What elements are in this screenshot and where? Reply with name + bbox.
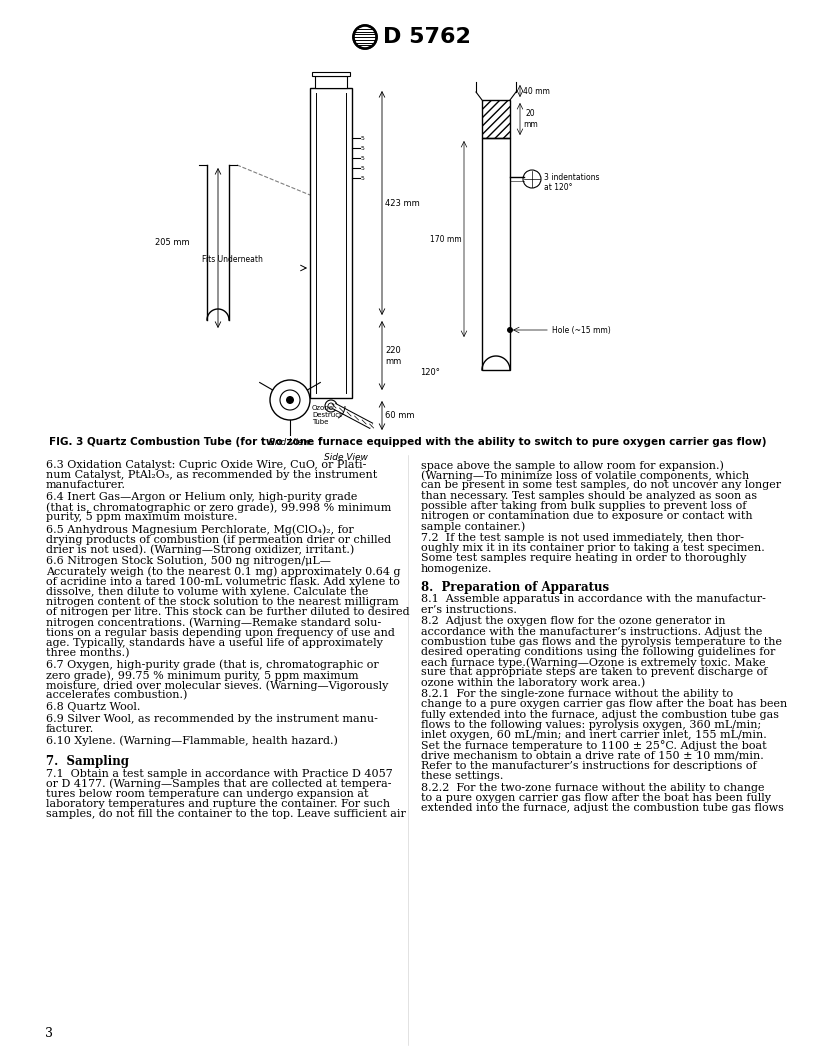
Text: 7.  Sampling: 7. Sampling [46,755,129,769]
Text: 8.2.2  For the two-zone furnace without the ability to change: 8.2.2 For the two-zone furnace without t… [421,782,765,792]
Text: desired operating conditions using the following guidelines for: desired operating conditions using the f… [421,647,775,657]
Text: (Warning—To minimize loss of volatile components, which: (Warning—To minimize loss of volatile co… [421,470,749,480]
Text: Side View: Side View [324,453,368,463]
Text: 6.3 Oxidation Catalyst: Cupric Oxide Wire, CuO, or Plati-: 6.3 Oxidation Catalyst: Cupric Oxide Wir… [46,460,366,470]
Bar [482,100,510,138]
Text: 6.5 Anhydrous Magnesium Perchlorate, Mg(ClO₄)₂, for: 6.5 Anhydrous Magnesium Perchlorate, Mg(… [46,524,354,534]
Text: 220
mm: 220 mm [385,346,401,365]
Text: to a pure oxygen carrier gas flow after the boat has been fully: to a pure oxygen carrier gas flow after … [421,793,771,803]
Text: than necessary. Test samples should be analyzed as soon as: than necessary. Test samples should be a… [421,491,757,501]
Text: samples, do not fill the container to the top. Leave sufficient air: samples, do not fill the container to th… [46,809,406,819]
Text: 8.2  Adjust the oxygen flow for the ozone generator in: 8.2 Adjust the oxygen flow for the ozone… [421,617,725,626]
Text: age. Typically, standards have a useful life of approximately: age. Typically, standards have a useful … [46,638,383,648]
Text: Refer to the manufacturer’s instructions for descriptions of: Refer to the manufacturer’s instructions… [421,760,756,771]
Text: Accurately weigh (to the nearest 0.1 mg) approximately 0.64 g: Accurately weigh (to the nearest 0.1 mg)… [46,566,401,577]
Text: drive mechanism to obtain a drive rate of 150 ± 10 mm/min.: drive mechanism to obtain a drive rate o… [421,751,764,760]
Text: tures below room temperature can undergo expansion at: tures below room temperature can undergo… [46,789,369,799]
Circle shape [356,27,375,46]
Text: 120°: 120° [420,367,440,377]
Text: laboratory temperatures and rupture the container. For such: laboratory temperatures and rupture the … [46,799,390,809]
Text: zero grade), 99.75 % minimum purity, 5 ppm maximum: zero grade), 99.75 % minimum purity, 5 p… [46,670,358,680]
Bar [315,76,347,88]
Text: D 5762: D 5762 [383,27,471,48]
Text: of nitrogen per litre. This stock can be further diluted to desired: of nitrogen per litre. This stock can be… [46,607,410,618]
Text: 5: 5 [361,175,365,181]
Text: 6.7 Oxygen, high-purity grade (that is, chromatographic or: 6.7 Oxygen, high-purity grade (that is, … [46,660,379,671]
Text: 5: 5 [361,166,365,170]
Text: 60 mm: 60 mm [385,411,415,419]
Text: 20
mm: 20 mm [523,110,538,129]
Text: 5: 5 [361,155,365,161]
Text: 8.2.1  For the single-zone furnace without the ability to: 8.2.1 For the single-zone furnace withou… [421,690,733,699]
Text: possible after taking from bulk supplies to prevent loss of: possible after taking from bulk supplies… [421,501,747,511]
Text: sample container.): sample container.) [421,522,526,532]
Text: 205 mm: 205 mm [155,238,190,247]
Text: nitrogen content of the stock solution to the nearest milligram: nitrogen content of the stock solution t… [46,597,399,607]
Text: these settings.: these settings. [421,771,503,780]
Text: 7.1  Obtain a test sample in accordance with Practice D 4057: 7.1 Obtain a test sample in accordance w… [46,769,392,778]
Text: facturer.: facturer. [46,724,95,734]
Text: 5: 5 [361,146,365,151]
Text: three months.): three months.) [46,648,130,658]
Text: or D 4177. (Warning—Samples that are collected at tempera-: or D 4177. (Warning—Samples that are col… [46,779,392,790]
Circle shape [286,396,294,404]
Text: 423 mm: 423 mm [385,199,419,207]
Text: 170 mm: 170 mm [430,234,462,244]
Text: fully extended into the furnace, adjust the combustion tube gas: fully extended into the furnace, adjust … [421,710,779,719]
Text: Fits Underneath: Fits Underneath [202,254,263,264]
Bar [310,88,352,398]
Text: sure that appropriate steps are taken to prevent discharge of: sure that appropriate steps are taken to… [421,667,767,677]
Text: FIG. 3 Quartz Combustion Tube (for two zone furnace equipped with the ability to: FIG. 3 Quartz Combustion Tube (for two z… [49,437,767,447]
Text: space above the sample to allow room for expansion.): space above the sample to allow room for… [421,460,724,471]
Text: manufacturer.: manufacturer. [46,480,126,490]
Bar [312,72,350,76]
Text: homogenize.: homogenize. [421,564,492,573]
Text: extended into the furnace, adjust the combustion tube gas flows: extended into the furnace, adjust the co… [421,803,784,813]
Text: accelerates combustion.): accelerates combustion.) [46,691,188,701]
Text: (that is, chromatographic or zero grade), 99.998 % minimum: (that is, chromatographic or zero grade)… [46,503,392,513]
Text: 3: 3 [45,1027,53,1040]
Text: dissolve, then dilute to volume with xylene. Calculate the: dissolve, then dilute to volume with xyl… [46,587,368,597]
Text: 6.8 Quartz Wool.: 6.8 Quartz Wool. [46,702,140,712]
Text: er’s instructions.: er’s instructions. [421,605,517,615]
Text: nitrogen or contamination due to exposure or contact with: nitrogen or contamination due to exposur… [421,511,752,521]
Text: moisture, dried over molecular sieves. (Warning—Vigorously: moisture, dried over molecular sieves. (… [46,680,388,691]
Text: oughly mix it in its container prior to taking a test specimen.: oughly mix it in its container prior to … [421,543,765,553]
Text: Some test samples require heating in order to thoroughly: Some test samples require heating in ord… [421,553,747,563]
Text: each furnace type.(Warning—Ozone is extremely toxic. Make: each furnace type.(Warning—Ozone is extr… [421,657,765,667]
Text: End View: End View [269,438,311,447]
Text: 6.4 Inert Gas—Argon or Helium only, high-purity grade: 6.4 Inert Gas—Argon or Helium only, high… [46,492,357,502]
Text: accordance with the manufacturer’s instructions. Adjust the: accordance with the manufacturer’s instr… [421,626,762,637]
Text: Hole (~15 mm): Hole (~15 mm) [552,325,610,335]
Text: combustion tube gas flows and the pyrolysis temperature to the: combustion tube gas flows and the pyroly… [421,637,782,646]
Text: num Catalyst, PtAl₂O₃, as recommended by the instrument: num Catalyst, PtAl₂O₃, as recommended by… [46,470,377,480]
Text: purity, 5 ppm maximum moisture.: purity, 5 ppm maximum moisture. [46,512,237,523]
Text: 5: 5 [361,135,365,140]
Text: inlet oxygen, 60 mL/min; and inert carrier inlet, 155 mL/min.: inlet oxygen, 60 mL/min; and inert carri… [421,730,767,740]
Text: 6.10 Xylene. (Warning—Flammable, health hazard.): 6.10 Xylene. (Warning—Flammable, health … [46,736,338,747]
Text: drier is not used). (Warning—Strong oxidizer, irritant.): drier is not used). (Warning—Strong oxid… [46,545,354,555]
Text: 3 indentations
at 120°: 3 indentations at 120° [544,173,600,192]
Circle shape [353,25,377,49]
Text: can be present in some test samples, do not uncover any longer: can be present in some test samples, do … [421,480,781,490]
Text: nitrogen concentrations. (Warning—Remake standard solu-: nitrogen concentrations. (Warning—Remake… [46,618,381,628]
Bar [482,138,510,370]
Text: 8.  Preparation of Apparatus: 8. Preparation of Apparatus [421,581,609,595]
Text: 7.2  If the test sample is not used immediately, then thor-: 7.2 If the test sample is not used immed… [421,533,744,543]
Text: tions on a regular basis depending upon frequency of use and: tions on a regular basis depending upon … [46,627,395,638]
Circle shape [507,327,513,333]
Text: of acridine into a tared 100-mL volumetric flask. Add xylene to: of acridine into a tared 100-mL volumetr… [46,577,400,587]
Text: drying products of combustion (if permeation drier or chilled: drying products of combustion (if permea… [46,534,391,545]
Text: 40 mm: 40 mm [523,87,550,95]
Text: 6.9 Silver Wool, as recommended by the instrument manu-: 6.9 Silver Wool, as recommended by the i… [46,714,378,723]
Text: change to a pure oxygen carrier gas flow after the boat has been: change to a pure oxygen carrier gas flow… [421,699,787,710]
Text: Set the furnace temperature to 1100 ± 25°C. Adjust the boat: Set the furnace temperature to 1100 ± 25… [421,740,766,751]
Text: 8.1  Assemble apparatus in accordance with the manufactur-: 8.1 Assemble apparatus in accordance wit… [421,595,766,604]
Text: 6.6 Nitrogen Stock Solution, 500 ng nitrogen/μL—: 6.6 Nitrogen Stock Solution, 500 ng nitr… [46,557,330,566]
Text: Ozone
Destruct
Tube: Ozone Destruct Tube [312,406,342,425]
Text: flows to the following values: pyrolysis oxygen, 360 mL/min;: flows to the following values: pyrolysis… [421,720,761,730]
Text: ozone within the laboratory work area.): ozone within the laboratory work area.) [421,678,645,689]
